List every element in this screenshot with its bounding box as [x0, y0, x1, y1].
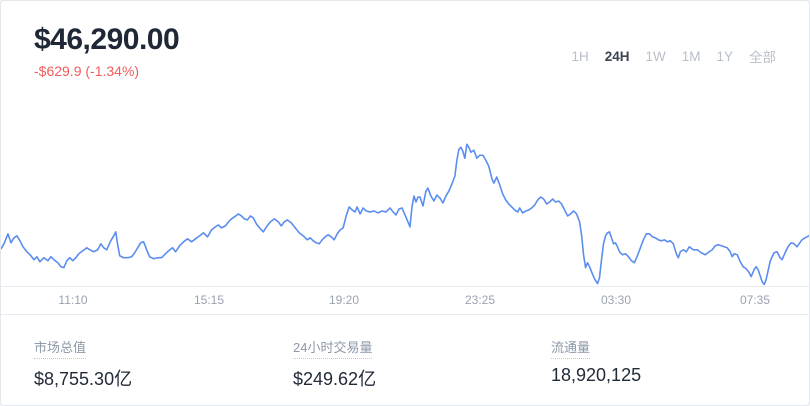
range-tab-24H[interactable]: 24H — [604, 48, 630, 64]
price-change: -$629.9 (-1.34%) — [34, 63, 140, 79]
range-tab-1M[interactable]: 1M — [681, 48, 701, 64]
x-tick-label: 15:15 — [193, 293, 225, 307]
stats-divider — [1, 314, 809, 315]
price-line-path — [1, 143, 809, 286]
x-tick-label: 23:25 — [464, 293, 496, 307]
x-tick-label: 07:35 — [739, 293, 771, 307]
x-axis-line — [1, 286, 809, 287]
x-tick-label: 19:20 — [328, 293, 360, 307]
range-tab-1Y[interactable]: 1Y — [716, 48, 733, 64]
range-tab-1H[interactable]: 1H — [571, 48, 589, 64]
stats-row: 市场总值 $8,755.30亿 24小时交易量 $249.62亿 流通量 18,920,1… — [1, 314, 809, 405]
stat-label[interactable]: 24小时交易量 — [293, 337, 373, 359]
range-tab-1W[interactable]: 1W — [645, 48, 666, 64]
stat-value: 18,920,125 — [551, 365, 642, 385]
stat-label[interactable]: 市场总值 — [34, 337, 87, 359]
x-axis-labels: 11:10 15:15 19:20 23:25 03:30 07:35 — [1, 286, 809, 314]
stat-value: $249.62亿 — [293, 369, 377, 389]
x-tick-label: 03:30 — [600, 293, 632, 307]
stat-3: 流通量 18,920,125 — [551, 337, 641, 386]
stat-value: $8,755.30亿 — [34, 369, 133, 389]
range-tab-全部[interactable]: 全部 — [749, 50, 776, 65]
stat-1: 市场总值 $8,755.30亿 — [34, 337, 132, 391]
stat-label[interactable]: 流通量 — [551, 337, 591, 359]
x-tick-label: 11:10 — [58, 293, 88, 307]
stat-2: 24小时交易量 $249.62亿 — [293, 337, 376, 391]
range-tabs: 1H 24H 1W 1M 1Y 全部 — [571, 46, 776, 66]
current-price: $46,290.00 — [34, 23, 180, 56]
